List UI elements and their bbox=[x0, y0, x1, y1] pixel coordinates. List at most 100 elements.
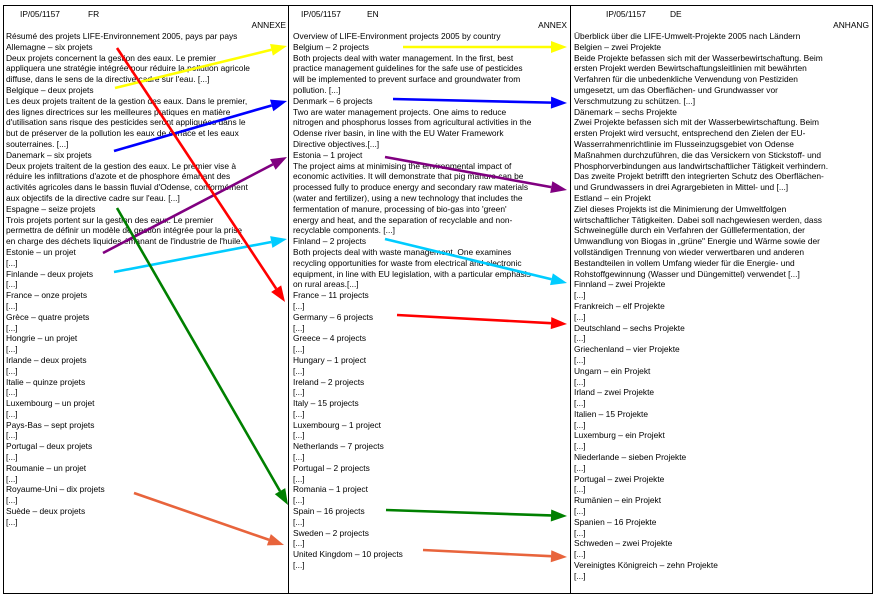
text-line: [...] bbox=[574, 311, 586, 322]
text-line: pollution. [...] bbox=[293, 84, 341, 95]
text-line: Ireland – 2 projects bbox=[293, 376, 365, 387]
text-line: Überblick über die LIFE-Umwelt-Projekte … bbox=[574, 31, 801, 41]
text-line: [...] bbox=[293, 300, 305, 311]
text-line: Royaume-Uni – dix projets bbox=[6, 484, 105, 495]
column-en: IP/05/1157 EN ANNEX Overview of LIFE-Env… bbox=[293, 9, 567, 571]
text-line: Maßnahmen durchzuführen, die das Versick… bbox=[574, 149, 822, 160]
text-line: [...] bbox=[293, 430, 305, 441]
text-line: [...] bbox=[574, 290, 586, 301]
text-line: Spain – 16 projects bbox=[293, 506, 365, 517]
text-line: but de préserver de la pollution les eau… bbox=[6, 128, 239, 139]
text-line: Bestandteilen in vollem Umfang wieder fü… bbox=[574, 257, 795, 268]
estonia-en-de-arrow bbox=[384, 155, 567, 194]
text-line: Rumänien – ein Projekt bbox=[574, 495, 662, 506]
text-line: nitrogen and phosphorus losses from agri… bbox=[293, 117, 532, 128]
text-line: Dänemark – sechs Projekte bbox=[574, 106, 677, 117]
text-line: Overview of LIFE-Environment projects 20… bbox=[293, 31, 501, 41]
text-line: [...] bbox=[6, 452, 18, 463]
text-line: Both projects deal with waste management… bbox=[293, 246, 512, 257]
text-line: energy and heat, and the separation of r… bbox=[293, 214, 513, 225]
text-line: Ziel dieses Projekts ist die Minimierung… bbox=[574, 203, 787, 214]
germany-fr-en-arrow bbox=[115, 47, 285, 302]
text-line: France – onze projets bbox=[6, 290, 88, 301]
text-line: permettra de définir un modèle de gestio… bbox=[6, 225, 243, 236]
belgium-en-de-arrow bbox=[403, 41, 567, 53]
text-line: [...] bbox=[6, 387, 18, 398]
text-line: Denmark – 6 projects bbox=[293, 95, 373, 106]
denmark-en-de-arrow bbox=[392, 96, 567, 109]
text-line: Directive objectives.[...] bbox=[293, 138, 380, 149]
text-line: Belgique – deux projets bbox=[6, 84, 94, 95]
text-line: [...] bbox=[574, 376, 586, 387]
text-line: Vereinigtes Königreich – zehn Projekte bbox=[574, 560, 718, 571]
text-line: Italien – 15 Projekte bbox=[574, 408, 649, 419]
text-line: Niederlande – sieben Projekte bbox=[574, 452, 687, 463]
text-line: [...] bbox=[6, 473, 18, 484]
text-line: Romania – 1 project bbox=[293, 484, 368, 495]
document-frame bbox=[3, 5, 873, 594]
text-line: [...] bbox=[574, 354, 586, 365]
text-line: [...] bbox=[293, 344, 305, 355]
text-line: und Grundwassers in drei Agrargebieten i… bbox=[574, 182, 789, 193]
annex-label: ANNEX bbox=[538, 20, 567, 30]
text-line: on rural areas.[...] bbox=[293, 279, 359, 290]
text-line: Luxemburg – ein Projekt bbox=[574, 430, 665, 441]
text-line: Finland – 2 projects bbox=[293, 236, 367, 247]
text-line: [...] bbox=[293, 516, 305, 527]
denmark-fr-en-arrow bbox=[113, 99, 287, 153]
text-line: vollständigen Trennung von wieder verwer… bbox=[574, 246, 804, 257]
text-line: Suède – deux projets bbox=[6, 506, 86, 517]
text-line: [...] bbox=[6, 322, 18, 333]
text-line: Italie – quinze projets bbox=[6, 376, 86, 387]
text-line: umgesetzt, um das Oberflächen- und Grund… bbox=[574, 84, 778, 95]
reference-number: IP/05/1157 bbox=[20, 9, 60, 19]
column-header: IP/05/1157 FR bbox=[6, 9, 286, 20]
text-line: Verfahren für die unbedenkliche Verwendu… bbox=[574, 74, 798, 85]
text-line: Estonia – 1 project bbox=[293, 149, 363, 160]
text-line: Wasserrahmenrichtlinie im Flusseinzugsge… bbox=[574, 138, 794, 149]
text-line: practice management guidelines for the s… bbox=[293, 63, 523, 74]
text-line: Deutschland – sechs Projekte bbox=[574, 322, 685, 333]
text-line: Résumé des projets LIFE-Environnement 20… bbox=[6, 31, 238, 41]
text-line: Deux projets traitent de la gestion des … bbox=[6, 160, 236, 171]
text-line: [...] bbox=[574, 484, 586, 495]
text-line: Phosphorverbindungen aus landwirtschaftl… bbox=[574, 160, 829, 171]
language-code: EN bbox=[367, 9, 379, 19]
finland-en-de-arrow bbox=[384, 237, 567, 286]
language-code: DE bbox=[670, 9, 682, 19]
text-line: [...] bbox=[293, 365, 305, 376]
text-line: will be implemented to prevent surface a… bbox=[293, 74, 521, 85]
text-line: [...] bbox=[574, 527, 586, 538]
text-line: [...] bbox=[6, 279, 18, 290]
text-line: The project aims at minimising the envir… bbox=[293, 160, 512, 171]
text-line: [...] bbox=[6, 430, 18, 441]
text-line: Deux projets concernent la gestion des e… bbox=[6, 52, 216, 63]
text-line: Roumanie – un projet bbox=[6, 462, 87, 473]
text-line: ersten Projekt wird versucht, entspreche… bbox=[574, 128, 806, 139]
text-line: activités agricoles dans le bassin fluvi… bbox=[6, 182, 248, 193]
text-line: Hungary – 1 project bbox=[293, 354, 367, 365]
text-line: economic activities. It will demonstrate… bbox=[293, 171, 524, 182]
text-line: wirtschaftlicher Tätigkeiten. Dabei soll… bbox=[574, 214, 822, 225]
text-line: France – 11 projects bbox=[293, 290, 369, 301]
text-line: [...] bbox=[574, 419, 586, 430]
spain-fr-en-arrow bbox=[115, 207, 288, 505]
text-line: ersten Projekt werden Bewirtschaftungsle… bbox=[574, 63, 807, 74]
text-line: recycling opportunities for waste from e… bbox=[293, 257, 522, 268]
text-line: Sweden – 2 projects bbox=[293, 527, 369, 538]
annex-label: ANNEXE bbox=[251, 20, 286, 30]
finland-fr-en-arrow bbox=[113, 236, 287, 274]
text-line: Espagne – seize projets bbox=[6, 203, 96, 214]
text-line: Hongrie – un projet bbox=[6, 333, 78, 344]
germany-en-de-arrow bbox=[396, 313, 567, 330]
reference-number: IP/05/1157 bbox=[606, 9, 646, 19]
column-header: IP/05/1157 DE bbox=[574, 9, 869, 20]
text-line: [...] bbox=[574, 549, 586, 560]
text-line: processed fully to produce energy and se… bbox=[293, 182, 529, 193]
text-line: Schweinegülle durch ein Verfahren der Gü… bbox=[574, 225, 805, 236]
text-line: [...] bbox=[293, 473, 305, 484]
text-line: Belgien – zwei Projekte bbox=[574, 41, 662, 52]
column-fr: IP/05/1157 FR ANNEXE Résumé des projets … bbox=[6, 9, 286, 528]
text-line: Luxembourg – 1 project bbox=[293, 419, 381, 430]
